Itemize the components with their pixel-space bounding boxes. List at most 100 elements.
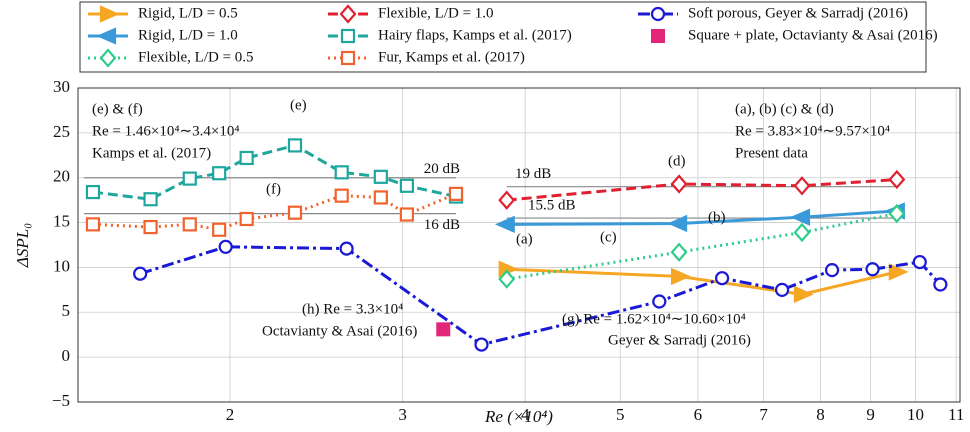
marker (793, 222, 811, 243)
annotation: (e) & (f) (92, 101, 143, 117)
annotation: (a) (516, 231, 533, 247)
marker (287, 138, 303, 153)
marker (790, 208, 811, 226)
series-line (506, 178, 897, 202)
series-line (92, 192, 457, 232)
y-tick-label: 15 (53, 211, 70, 230)
reference-label: 19 dB (515, 166, 551, 182)
annotation: (d) (668, 153, 686, 169)
x-tick-label: 7 (759, 405, 768, 424)
marker (133, 266, 148, 281)
y-tick-label: 30 (53, 77, 70, 96)
legend-marker (339, 4, 357, 24)
x-axis-label: Re (×10⁴) (484, 407, 553, 426)
legend-marker (340, 28, 356, 44)
marker (888, 203, 906, 224)
marker (888, 169, 906, 190)
marker (182, 217, 197, 232)
marker (239, 150, 254, 166)
reference-label: 20 dB (424, 161, 460, 177)
marker (399, 207, 415, 222)
legend-marker (650, 6, 666, 22)
x-tick-label: 4 (521, 405, 530, 424)
marker (399, 178, 415, 193)
marker (212, 222, 227, 237)
series-line (506, 267, 898, 296)
marker (334, 165, 349, 180)
marker (373, 190, 388, 205)
marker (85, 217, 101, 232)
legend-marker (99, 5, 120, 23)
x-tick-label: 10 (907, 405, 924, 424)
legend-marker (340, 50, 356, 66)
y-axis-label: ΔSPL₀ (13, 223, 32, 268)
legend-label: Hairy flaps, Kamps et al. (2017) (378, 27, 572, 43)
x-tick-label: 3 (398, 405, 407, 424)
annotation: (e) (290, 97, 307, 113)
marker (212, 166, 227, 181)
legend-label: Soft porous, Geyer & Sarradj (2016) (688, 5, 908, 21)
marker (670, 242, 688, 262)
plot-frame (77, 87, 961, 403)
reference-label: 15.5 dB (528, 198, 576, 214)
marker (85, 184, 101, 200)
marker (793, 176, 811, 196)
marker (667, 214, 688, 233)
marker (448, 186, 464, 201)
x-tick-label: 5 (616, 405, 625, 424)
x-tick-label: 6 (694, 405, 703, 424)
y-tick-label: 0 (62, 346, 71, 365)
marker (912, 254, 927, 270)
y-tick-label: −5 (52, 391, 70, 410)
y-tick-label: 25 (53, 122, 70, 141)
y-tick-label: 5 (62, 301, 71, 320)
marker (334, 188, 349, 203)
marker (670, 267, 691, 286)
marker (793, 285, 814, 304)
marker (436, 322, 451, 337)
annotation: Octavianty & Asai (2016) (262, 323, 417, 339)
marker (774, 282, 790, 297)
marker (865, 262, 880, 277)
marker (143, 219, 158, 235)
annotation: (a), (b) (c) & (d) (735, 101, 834, 117)
marker (339, 241, 354, 256)
marker (933, 277, 948, 292)
annotation: (f) (266, 181, 281, 197)
legend-label: Flexible, L/D = 1.0 (378, 5, 494, 21)
annotation: Re = 1.46×10⁴∼3.4×10⁴ (92, 123, 240, 139)
legend-label: Fur, Kamps et al. (2017) (378, 49, 525, 65)
annotation: (h) Re = 3.3×10⁴ (302, 301, 403, 317)
marker (824, 263, 840, 278)
y-tick-label: 20 (53, 167, 70, 186)
legend-label: Flexible, L/D = 0.5 (138, 49, 254, 65)
marker (498, 269, 516, 289)
marker (888, 263, 909, 281)
annotation: Re = 3.83×10⁴∼9.57×10⁴ (735, 123, 890, 139)
marker (373, 169, 388, 184)
x-tick-label: 11 (948, 405, 964, 424)
series-line (92, 143, 457, 201)
marker (143, 192, 158, 207)
legend-label: Rigid, L/D = 0.5 (138, 5, 238, 21)
annotation: Geyer & Sarradj (2016) (608, 332, 751, 348)
marker (652, 294, 667, 309)
reference-label: 16 dB (424, 217, 460, 233)
x-tick-label: 8 (816, 405, 825, 424)
annotation: (b) (708, 209, 726, 225)
annotation: (c) (600, 229, 617, 245)
marker (239, 211, 254, 227)
marker (287, 205, 303, 220)
marker (714, 271, 730, 286)
marker (218, 239, 233, 254)
marker (494, 215, 515, 234)
x-tick-label: 9 (866, 405, 875, 424)
series-line (506, 209, 897, 226)
annotation: (g) Re = 1.62×10⁴∼10.60×10⁴ (562, 311, 746, 327)
annotation: Present data (735, 145, 808, 161)
legend-marker (99, 48, 117, 68)
legend-label: Rigid, L/D = 1.0 (138, 27, 238, 43)
annotation: Kamps et al. (2017) (92, 145, 211, 161)
legend-label: Square + plate, Octavianty & Asai (2016) (688, 27, 938, 43)
